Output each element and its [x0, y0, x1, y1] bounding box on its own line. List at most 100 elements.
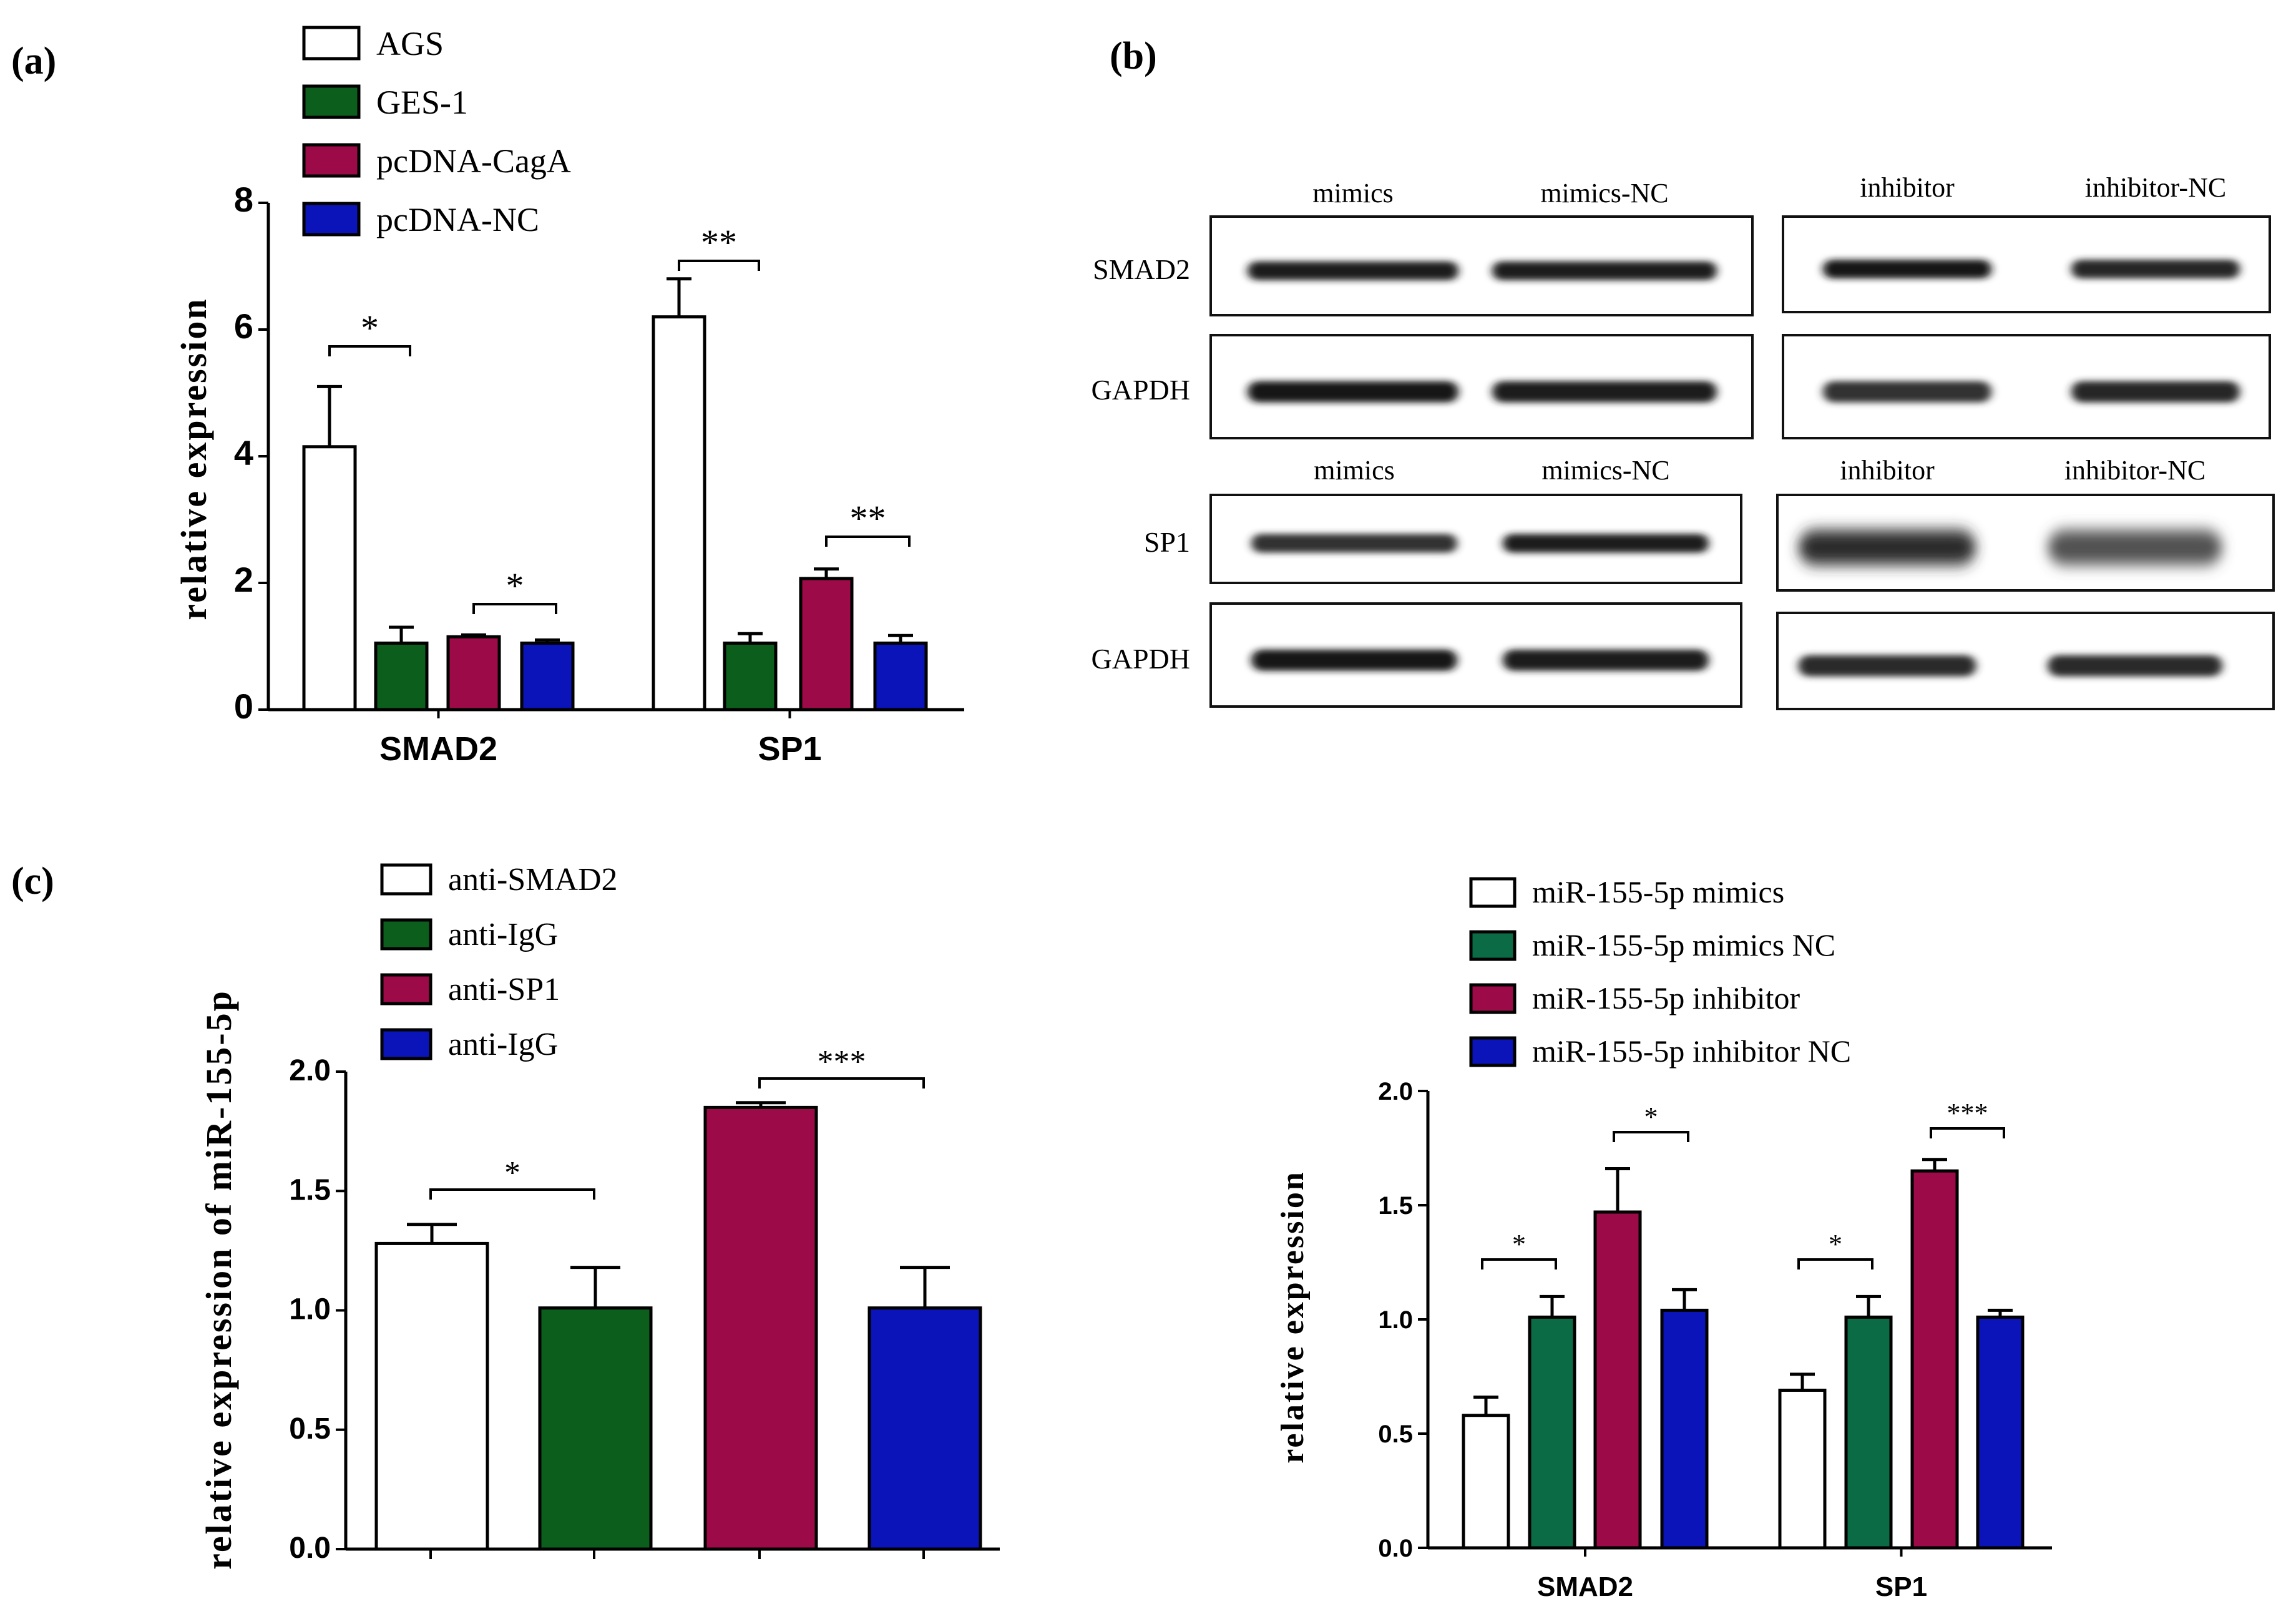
blot-row-label: GAPDH	[1092, 643, 1190, 675]
western-blot-panel: mimics mimics-NC SMAD2 GAPDH inhibitor inhibi…	[1092, 172, 2275, 710]
c2-legend-label: miR-155-5p mimics	[1532, 874, 1784, 909]
blot-band-gapdh	[1248, 381, 1458, 403]
a-legend-swatch	[302, 143, 361, 178]
c1-legend-label: anti-IgG	[448, 1027, 558, 1062]
c1-y-axis-title: relative expression of miR-155-5p	[198, 989, 239, 1570]
a-legend-label: pcDNA-CagA	[376, 142, 571, 180]
a-bar-sp1-0	[652, 315, 706, 712]
blot-band-smad2	[1823, 260, 1991, 279]
c2-ytick-label: 2.0	[1378, 1078, 1413, 1105]
blot-band-gapdh	[1503, 649, 1709, 671]
a-significance-2-bracket	[678, 260, 760, 271]
c2-ytick-label: 0.5	[1378, 1421, 1413, 1448]
a-bar-smad2-3	[520, 641, 575, 712]
c1-bar-0	[374, 1241, 489, 1551]
a-bar-smad2-0	[302, 445, 357, 712]
c1-bar-3	[867, 1306, 982, 1551]
c1-significance-1-asterisk: ***	[818, 1044, 866, 1080]
a-bar-smad2-1	[374, 641, 429, 712]
blot-band-sp1	[1503, 534, 1709, 553]
c2-category-label: SMAD2	[1537, 1572, 1633, 1602]
blot-row-label: SMAD2	[1093, 253, 1190, 285]
panel-label-b: (b)	[1110, 35, 1157, 77]
c2-significance-0-asterisk: *	[1512, 1229, 1526, 1260]
a-bar-sp1-3	[873, 641, 928, 712]
blot-band-smad2	[1248, 261, 1458, 280]
blot-band-sp1	[2048, 530, 2222, 565]
c2-bar-sp1-2	[1910, 1169, 1959, 1550]
a-legend-label: pcDNA-NC	[376, 201, 539, 238]
a-ytick-label: 6	[234, 306, 253, 346]
c2-bar-sp1-3	[1976, 1315, 2025, 1550]
blot-lane-label: inhibitor-NC	[2064, 455, 2206, 486]
c1-legend-swatch	[380, 1028, 432, 1060]
blot-band-gapdh	[2048, 655, 2222, 677]
blot-row-label: SP1	[1144, 526, 1190, 558]
c2-legend-label: miR-155-5p inhibitor	[1532, 981, 1800, 1015]
c2-significance-2-bracket	[1797, 1258, 1873, 1269]
c2-significance-0-bracket	[1481, 1258, 1557, 1269]
c1-legend-label: anti-SP1	[448, 972, 560, 1007]
a-ytick-label: 2	[234, 560, 253, 599]
a-significance-0-bracket	[328, 345, 411, 356]
blot-band-sp1	[1251, 534, 1457, 553]
a-significance-2-asterisk: **	[701, 222, 737, 263]
c2-bar-smad2-1	[1528, 1315, 1576, 1550]
c2-significance-3-asterisk: ***	[1947, 1098, 1988, 1128]
blot-lane-label: mimics	[1312, 178, 1394, 208]
c2-ytick-label: 0.0	[1378, 1535, 1413, 1562]
c1-legend-swatch	[380, 973, 432, 1005]
c2-legend-label: miR-155-5p inhibitor NC	[1532, 1034, 1851, 1069]
a-significance-1-asterisk: *	[506, 565, 524, 606]
blot-band-gapdh	[1251, 649, 1457, 671]
c2-legend-swatch	[1469, 930, 1517, 961]
c2-bar-smad2-0	[1462, 1414, 1510, 1550]
c2-legend-swatch	[1469, 983, 1517, 1014]
a-legend-swatch	[302, 84, 361, 119]
blot-band-sp1	[1798, 530, 1976, 565]
a-significance-1-bracket	[472, 603, 557, 614]
blot-lane-label: inhibitor	[1840, 455, 1935, 486]
c2-category-label: SP1	[1875, 1572, 1927, 1602]
a-significance-3-asterisk: **	[850, 498, 886, 539]
blot-lane-label: mimics-NC	[1541, 455, 1669, 486]
c2-legend-label: miR-155-5p mimics NC	[1532, 927, 1835, 962]
a-legend-label: GES-1	[376, 84, 468, 121]
a-category-label: SP1	[758, 730, 821, 768]
blot-lane-label: inhibitor	[1860, 172, 1955, 203]
panel-label-a: (a)	[11, 40, 56, 82]
c2-bar-smad2-3	[1660, 1308, 1709, 1550]
c1-ytick-label: 2.0	[289, 1054, 331, 1087]
c1-legend-swatch	[380, 918, 432, 951]
c1-ytick-label: 0.0	[289, 1532, 331, 1565]
c2-legend-swatch	[1469, 877, 1517, 908]
c2-significance-3-bracket	[1930, 1127, 2005, 1138]
a-bar-smad2-2	[446, 635, 501, 712]
a-category-label: SMAD2	[379, 730, 497, 768]
blot-band-gapdh	[2071, 381, 2240, 403]
blot-lane-label: mimics-NC	[1540, 178, 1668, 208]
c1-bar-2	[703, 1105, 818, 1551]
c2-significance-2-asterisk: *	[1829, 1229, 1842, 1260]
a-legend-swatch	[302, 26, 361, 61]
a-significance-3-bracket	[825, 536, 911, 547]
a-bar-sp1-2	[799, 577, 854, 712]
c1-bar-1	[538, 1306, 653, 1551]
c1-significance-1-bracket	[758, 1077, 925, 1088]
c1-significance-0-asterisk: *	[504, 1155, 520, 1191]
blot-band-gapdh	[1823, 381, 1991, 403]
blot-band-gapdh	[1492, 381, 1717, 403]
blot-row-label: GAPDH	[1092, 374, 1190, 406]
blot-lane-label: inhibitor-NC	[2085, 172, 2226, 203]
c2-legend-swatch	[1469, 1036, 1517, 1067]
c2-bar-sp1-0	[1778, 1388, 1827, 1550]
c1-legend-swatch	[380, 863, 432, 896]
blot-lane-label: mimics	[1314, 455, 1395, 486]
c2-bar-smad2-2	[1593, 1210, 1642, 1550]
a-bar-sp1-1	[723, 641, 778, 712]
a-legend-swatch	[302, 202, 361, 237]
blot-band-gapdh	[1798, 655, 1976, 677]
c1-ytick-label: 1.5	[289, 1173, 331, 1206]
